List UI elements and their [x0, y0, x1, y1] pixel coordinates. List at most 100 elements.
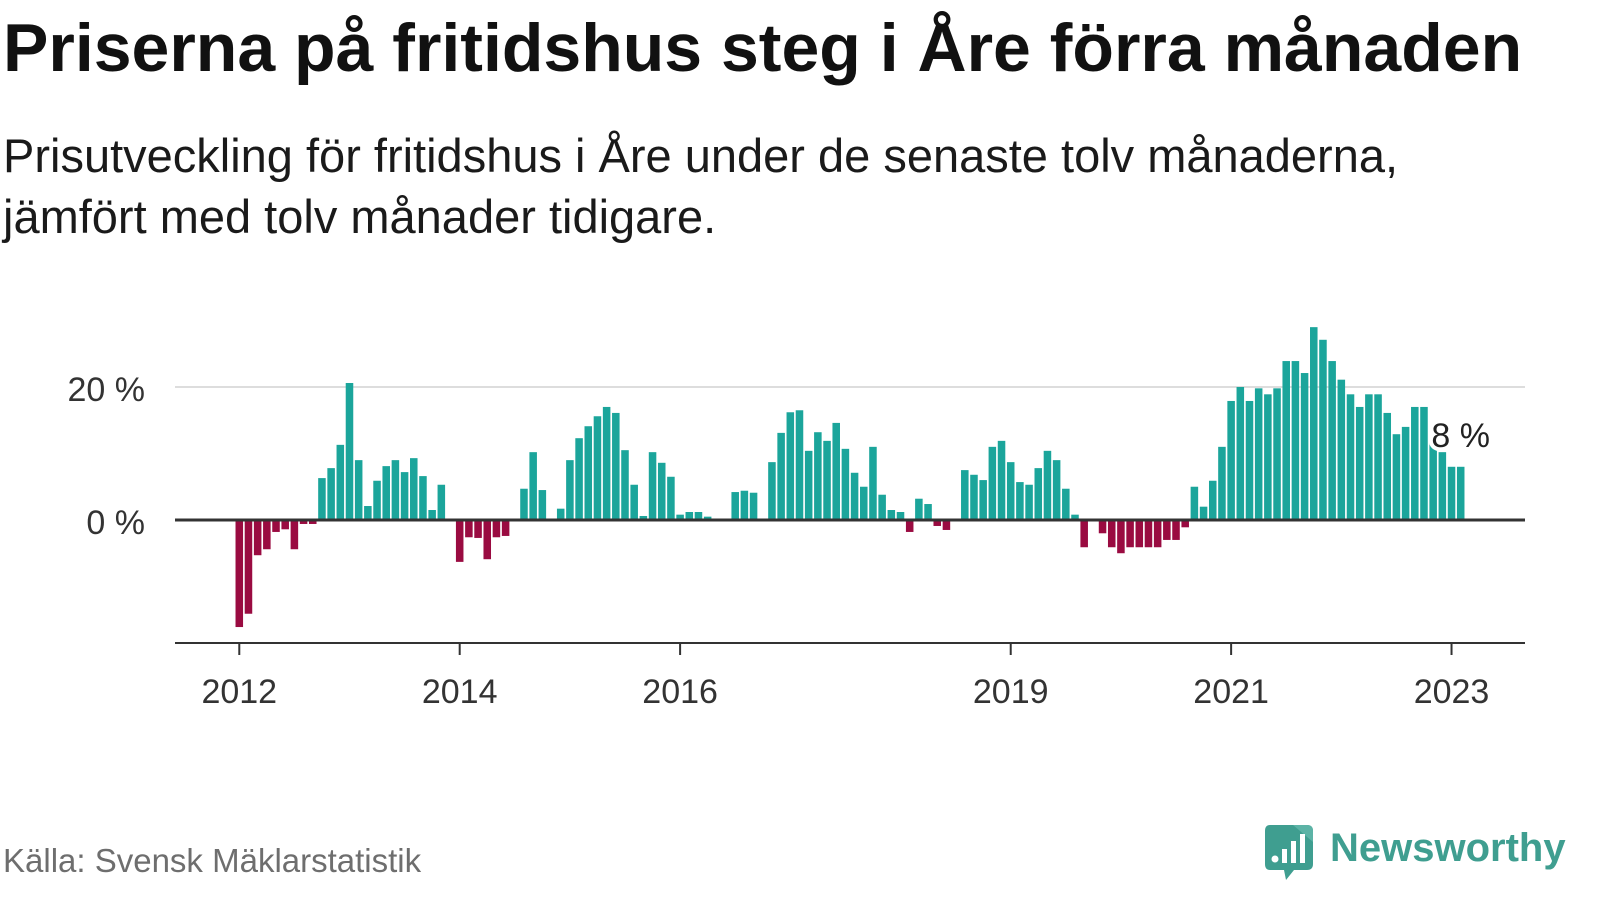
bar: [327, 468, 335, 520]
bar: [1401, 426, 1410, 520]
chart-subtitle: Prisutveckling för fritidshus i Åre unde…: [3, 129, 1399, 243]
bar: [1052, 460, 1061, 520]
bar: [804, 450, 813, 520]
bar: [832, 422, 840, 520]
bar: [1071, 514, 1079, 520]
bar: [869, 446, 877, 520]
bar: [437, 484, 446, 520]
bar: [520, 488, 528, 520]
bar: [455, 519, 464, 562]
bar: [1098, 519, 1107, 534]
bar: [400, 472, 409, 520]
bar: [391, 460, 400, 520]
bar: [970, 474, 978, 520]
bar: [465, 519, 473, 538]
bar: [878, 494, 886, 520]
bar: [694, 512, 703, 520]
bar: [621, 450, 629, 520]
bar: [1144, 519, 1153, 548]
last-value-label: 8 %: [1431, 417, 1490, 455]
x-tick-label: 2019: [973, 673, 1049, 711]
bar: [1420, 406, 1428, 520]
bar: [575, 438, 583, 520]
bar: [492, 519, 501, 538]
bar: [731, 492, 739, 520]
x-tick-label: 2016: [642, 673, 718, 711]
bar: [777, 432, 785, 520]
bar: [1355, 406, 1364, 520]
bar: [630, 484, 638, 520]
bar: [933, 519, 942, 526]
bar: [1218, 446, 1226, 520]
chart-title: Priserna på fritidshus steg i Åre förra …: [3, 10, 1523, 86]
newsworthy-logo-icon: [1265, 825, 1313, 880]
bar: [703, 516, 712, 520]
bar: [749, 492, 758, 520]
bar: [1429, 440, 1437, 520]
bar: [1310, 327, 1318, 520]
bar: [299, 519, 308, 524]
bar: [1365, 394, 1373, 520]
bar: [1291, 361, 1300, 520]
bar: [961, 470, 969, 520]
bar: [1107, 519, 1116, 548]
bar: [850, 472, 859, 520]
bar: [1181, 519, 1189, 528]
bar: [593, 416, 602, 520]
bar: [318, 478, 326, 520]
bar: [1199, 506, 1208, 520]
bar: [1043, 450, 1052, 520]
bar: [685, 512, 694, 520]
bar: [814, 432, 822, 520]
y-tick-label: 20 %: [68, 371, 146, 409]
bar: [639, 515, 648, 520]
bar: [336, 444, 345, 520]
bar: [244, 519, 253, 614]
bar: [483, 519, 492, 560]
bar: [281, 519, 289, 530]
bar: [428, 510, 436, 520]
bar: [345, 383, 354, 520]
bar: [1319, 339, 1327, 520]
bar-chart: 0 % 20 % 2012 2014 2016 2019 2021 2023 8 %: [68, 327, 1525, 711]
x-tick-label: 2021: [1193, 673, 1269, 711]
bar: [602, 406, 611, 520]
bar: [1264, 394, 1272, 520]
bar: [612, 412, 620, 520]
bar: [648, 452, 657, 520]
newsworthy-logo: Newsworthy: [1263, 822, 1573, 884]
bar: [1383, 412, 1392, 520]
bar: [657, 462, 666, 520]
bar: [786, 412, 795, 520]
bar: [860, 486, 868, 520]
bar: [988, 446, 997, 520]
bar: [382, 466, 390, 520]
bar: [1006, 462, 1015, 520]
bar: [1337, 379, 1346, 520]
bar: [584, 426, 593, 520]
bar: [373, 480, 381, 520]
bar: [253, 519, 262, 556]
bar: [887, 510, 896, 520]
bar: [235, 519, 244, 628]
bar: [1328, 361, 1336, 520]
bar: [905, 519, 914, 532]
bar: [1374, 394, 1382, 520]
bar: [1411, 406, 1419, 520]
bar: [1126, 519, 1134, 548]
bar: [474, 519, 482, 538]
bar: [1208, 480, 1217, 520]
bar: [566, 460, 574, 520]
bar: [308, 519, 317, 524]
x-tick-label: 2012: [201, 673, 277, 711]
bar: [1392, 434, 1401, 520]
source-note: Källa: Svensk Mäklarstatistik: [3, 842, 422, 879]
bar: [1282, 361, 1290, 520]
bar: [997, 440, 1006, 520]
bar: [1034, 468, 1043, 520]
bar: [1172, 519, 1180, 540]
bar: [364, 506, 372, 520]
bar: [924, 504, 932, 520]
bar: [667, 476, 675, 520]
